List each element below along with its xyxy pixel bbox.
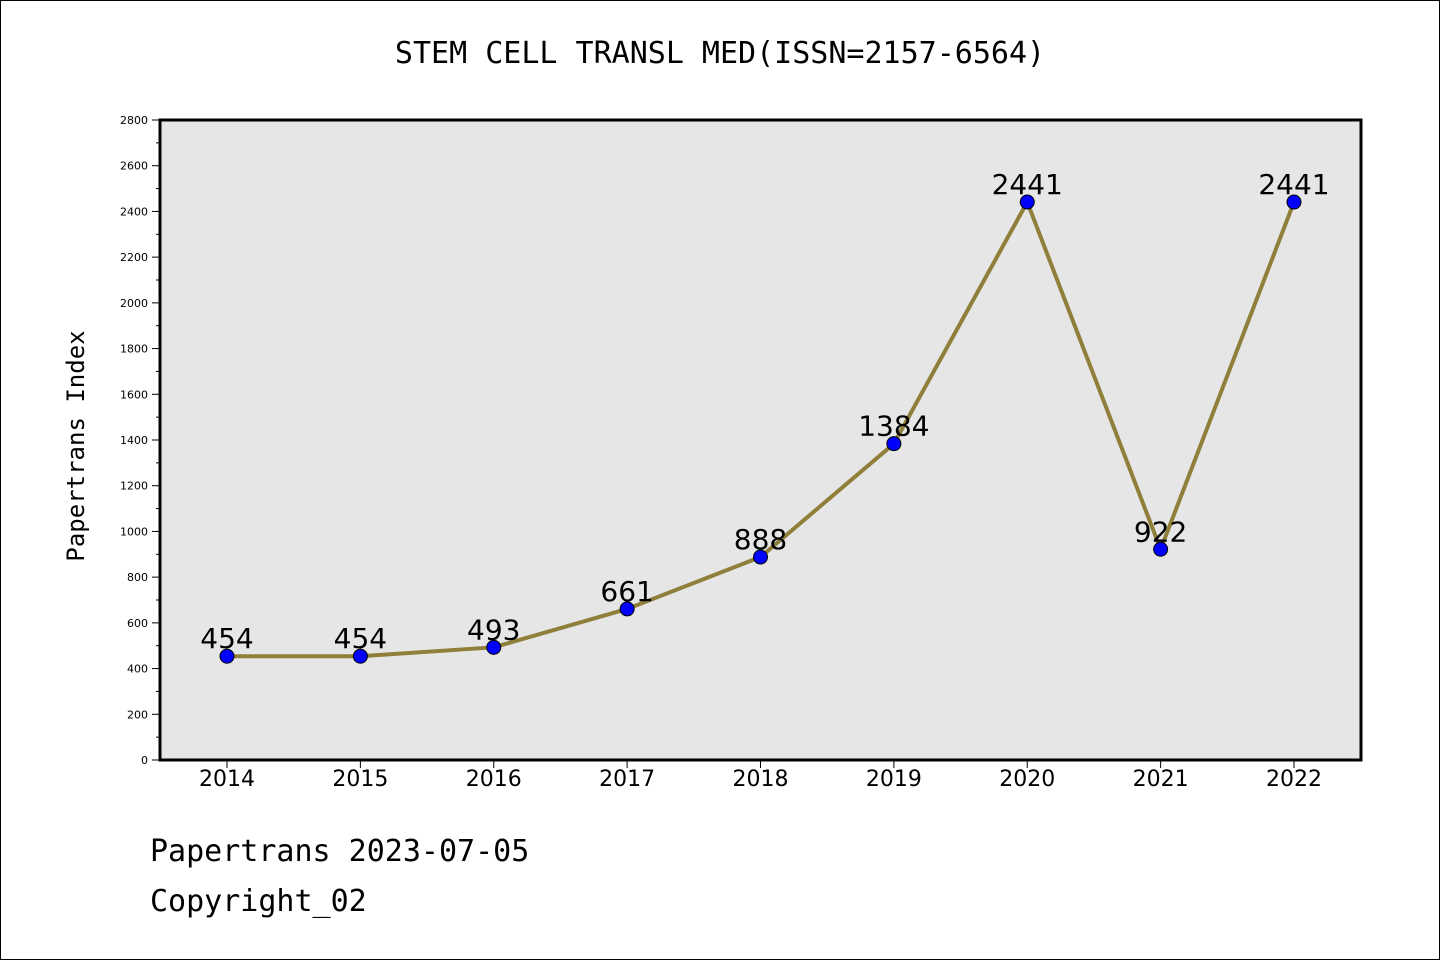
series-layer <box>219 194 1302 664</box>
x-tick-label: 2019 <box>866 767 922 792</box>
footer-date-text: Papertrans 2023-07-05 <box>150 834 530 869</box>
x-axis-ticks: 2014 2015 2016 2017 2018 2019 2020 2021 2022 <box>199 760 1322 792</box>
y-tick-label: 2600 <box>120 160 148 173</box>
x-tick-label: 2021 <box>1133 767 1189 792</box>
data-label: 2441 <box>1258 168 1329 201</box>
y-tick-label: 1800 <box>120 343 148 356</box>
data-point <box>1019 194 1035 210</box>
y-tick-label: 600 <box>127 617 148 630</box>
y-tick-label: 2400 <box>120 205 148 218</box>
x-tick-label: 2014 <box>199 767 255 792</box>
y-tick-label: 1200 <box>120 480 148 493</box>
data-label: 493 <box>467 613 520 646</box>
chart-title: STEM CELL TRANSL MED(ISSN=2157-6564) <box>394 36 1046 71</box>
data-label: 2441 <box>992 168 1063 201</box>
data-point <box>1153 541 1169 557</box>
x-tick-label: 2020 <box>999 767 1055 792</box>
y-tick-label: 2000 <box>120 297 148 310</box>
y-axis-ticks: 0 200 400 600 800 1000 1200 1400 1600 1800 2000 220… <box>120 114 160 767</box>
y-tick-label: 0 <box>141 754 148 767</box>
x-tick-label: 2016 <box>466 767 522 792</box>
data-label: 454 <box>200 622 253 655</box>
x-tick-label: 2015 <box>332 767 388 792</box>
data-point <box>486 639 502 655</box>
plot-area <box>160 120 1361 760</box>
x-tick-label: 2022 <box>1266 767 1322 792</box>
y-tick-label: 1400 <box>120 434 148 447</box>
y-tick-label: 2200 <box>120 251 148 264</box>
footer-copyright-text: Copyright_02 <box>150 884 367 919</box>
y-tick-label: 800 <box>127 571 148 584</box>
y-tick-label: 400 <box>127 663 148 676</box>
x-tick-label: 2018 <box>733 767 789 792</box>
y-axis-label: Papertrans Index <box>62 330 90 561</box>
y-tick-label: 1000 <box>120 525 148 538</box>
data-label: 1384 <box>858 410 929 443</box>
data-label: 922 <box>1134 515 1187 548</box>
data-label: 454 <box>334 622 387 655</box>
data-point <box>1286 194 1302 210</box>
y-tick-label: 1600 <box>120 388 148 401</box>
data-point <box>352 648 368 664</box>
y-tick-label: 2800 <box>120 114 148 127</box>
x-tick-label: 2017 <box>599 767 655 792</box>
data-labels-layer: 454 454 493 661 888 1384 2441 922 2441 <box>200 168 1329 655</box>
data-point <box>753 549 768 565</box>
data-point <box>886 436 902 452</box>
data-label: 888 <box>734 523 787 556</box>
data-point <box>219 648 235 664</box>
plot-border <box>158 118 1363 762</box>
data-point <box>619 601 635 617</box>
data-label: 661 <box>600 575 653 608</box>
y-tick-label: 200 <box>127 708 148 721</box>
